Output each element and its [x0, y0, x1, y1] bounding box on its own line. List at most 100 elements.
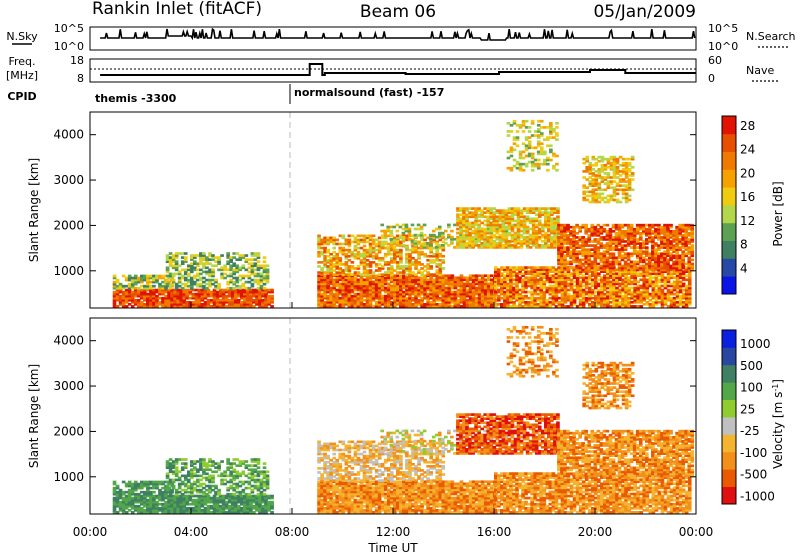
power-cell	[539, 270, 544, 273]
power-cell	[477, 235, 481, 239]
power-cell	[411, 282, 415, 286]
power-cell	[362, 259, 367, 262]
power-cell	[459, 219, 463, 223]
power-cell	[588, 176, 593, 179]
power-cell	[551, 274, 556, 278]
power-cell	[471, 244, 475, 247]
power-cell	[386, 282, 391, 286]
power-cell	[605, 250, 610, 254]
power-cell	[624, 305, 628, 308]
power-cell	[527, 272, 531, 276]
power-cell	[626, 254, 631, 258]
power-cell	[233, 292, 238, 296]
power-cell	[377, 288, 382, 292]
power-cell	[456, 237, 460, 241]
power-cell	[365, 282, 370, 286]
power-cell	[450, 305, 455, 308]
power-cell	[557, 223, 561, 227]
power-cell	[149, 280, 153, 284]
power-cell	[507, 207, 512, 210]
power-cell	[509, 286, 513, 290]
power-cell	[515, 284, 519, 288]
power-cell	[438, 246, 443, 250]
power-cell	[152, 280, 156, 284]
power-cell	[411, 244, 415, 248]
power-cell	[569, 294, 574, 298]
power-cell	[578, 246, 582, 249]
power-cell	[405, 296, 409, 300]
power-cell	[620, 254, 625, 258]
power-cell	[468, 292, 473, 296]
power-cell	[527, 276, 531, 280]
power-cell	[199, 268, 203, 272]
power-cell	[338, 271, 343, 274]
power-cell	[666, 258, 670, 262]
power-cell	[389, 225, 394, 229]
nsearch-tick-bottom: 10^0	[708, 40, 738, 53]
power-cell	[477, 244, 481, 247]
power-cell	[638, 238, 643, 241]
power-cell	[429, 261, 433, 264]
power-cell	[638, 244, 643, 247]
power-cell	[611, 268, 616, 272]
power-cell	[687, 270, 692, 273]
power-cell	[258, 298, 262, 302]
power-cell	[597, 300, 601, 304]
power-cell	[587, 296, 592, 300]
power-cell	[474, 290, 479, 294]
power-cell	[629, 232, 634, 235]
power-cell	[208, 282, 212, 286]
power-cell	[678, 258, 682, 262]
power-cell	[504, 235, 509, 239]
power-cell	[651, 288, 656, 292]
power-cell	[507, 215, 512, 219]
power-cell	[621, 296, 625, 300]
power-cell	[648, 284, 653, 288]
power-cell	[672, 248, 676, 251]
power-cell	[635, 254, 640, 258]
power-cell	[675, 280, 680, 284]
power-cell	[572, 236, 576, 239]
power-cell	[554, 280, 559, 284]
power-cell	[611, 248, 616, 251]
power-cell	[654, 258, 658, 262]
power-cell	[480, 244, 484, 247]
power-cell	[389, 280, 394, 284]
power-cell	[480, 274, 485, 278]
power-cell	[243, 296, 247, 300]
power-cell	[341, 282, 346, 286]
power-cell	[393, 274, 397, 278]
power-cell	[261, 290, 265, 294]
power-cell	[465, 223, 469, 227]
power-cell	[641, 244, 646, 247]
power-cell	[332, 296, 337, 300]
power-cell	[678, 303, 683, 306]
power-cell	[486, 231, 491, 235]
power-cell	[663, 270, 668, 273]
power-cell	[678, 254, 682, 258]
power-cell	[678, 280, 683, 284]
power-cell	[527, 296, 531, 300]
power-cell	[438, 278, 443, 282]
power-cell	[112, 276, 117, 280]
power-cell	[462, 298, 467, 302]
power-cell	[684, 298, 689, 302]
power-cell	[614, 227, 619, 231]
power-cell	[547, 211, 551, 215]
power-cell	[638, 227, 643, 231]
power-cell	[468, 300, 473, 304]
power-cell	[344, 276, 349, 280]
power-cell	[441, 298, 446, 302]
power-cell	[197, 303, 202, 306]
power-cell	[335, 271, 340, 274]
power-cell	[486, 298, 491, 302]
power-cell	[414, 276, 418, 280]
power-cell	[182, 300, 187, 304]
power-cell	[669, 300, 674, 304]
power-cell	[611, 266, 616, 270]
power-cell	[241, 254, 246, 257]
power-cell	[383, 254, 388, 258]
power-cell	[605, 262, 610, 266]
power-cell	[259, 276, 264, 280]
power-cell	[575, 246, 579, 249]
